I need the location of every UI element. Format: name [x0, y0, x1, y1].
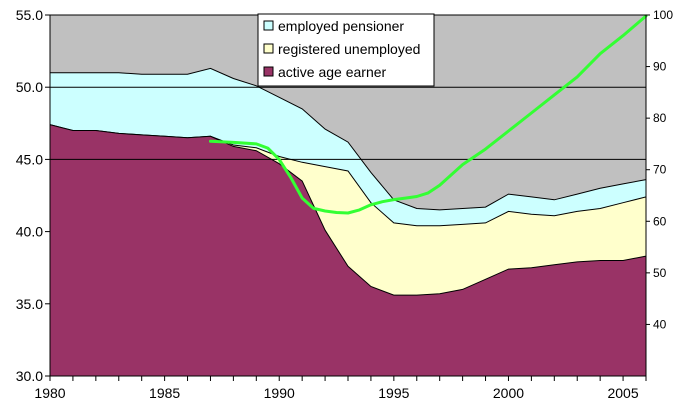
y-tick-label: 30.0	[16, 368, 43, 384]
x-tick-label: 1995	[378, 385, 409, 401]
y-tick-label: 40.0	[16, 224, 43, 240]
y2-tick-label: 40	[653, 317, 667, 331]
y2-tick-label: 50	[653, 266, 667, 280]
y2-tick-label: 90	[653, 60, 667, 74]
area-series-2	[49, 124, 647, 377]
line-series-group	[209, 14, 648, 215]
y-axis-right: 40 50 60 70 80 90 100	[646, 8, 673, 331]
trend-line	[209, 14, 648, 215]
legend-swatch-0	[263, 20, 274, 31]
y2-tick-label: 80	[653, 111, 667, 125]
legend-label-2: active age earner	[278, 64, 387, 80]
x-axis: 1980 1985 1990 1995 2000 2005	[34, 376, 647, 401]
x-tick-label: 1985	[149, 385, 180, 401]
y-tick-label: 50.0	[16, 79, 43, 95]
legend: employed pensioner registered unemployed a…	[257, 13, 435, 87]
legend-swatch-2	[263, 66, 274, 77]
y-tick-label: 45.0	[16, 151, 43, 167]
y2-tick-label: 70	[653, 163, 667, 177]
x-tick-label: 1990	[264, 385, 295, 401]
x-tick-label: 2005	[607, 385, 638, 401]
y2-tick-label: 60	[653, 214, 667, 228]
legend-swatch-1	[263, 43, 274, 54]
y-tick-label: 55.0	[16, 7, 43, 23]
legend-label-1: registered unemployed	[278, 41, 420, 57]
area-series-group	[49, 67, 647, 377]
legend-box	[257, 13, 435, 87]
x-tick-label: 1980	[34, 385, 65, 401]
gridlines	[50, 86, 646, 160]
y2-tick-label: 100	[653, 8, 673, 22]
y-tick-label: 35.0	[16, 296, 43, 312]
legend-label-0: employed pensioner	[278, 18, 404, 34]
y-axis-left: 30.0 35.0 40.0 45.0 50.0 55.0	[16, 7, 50, 384]
x-tick-label: 2000	[493, 385, 524, 401]
